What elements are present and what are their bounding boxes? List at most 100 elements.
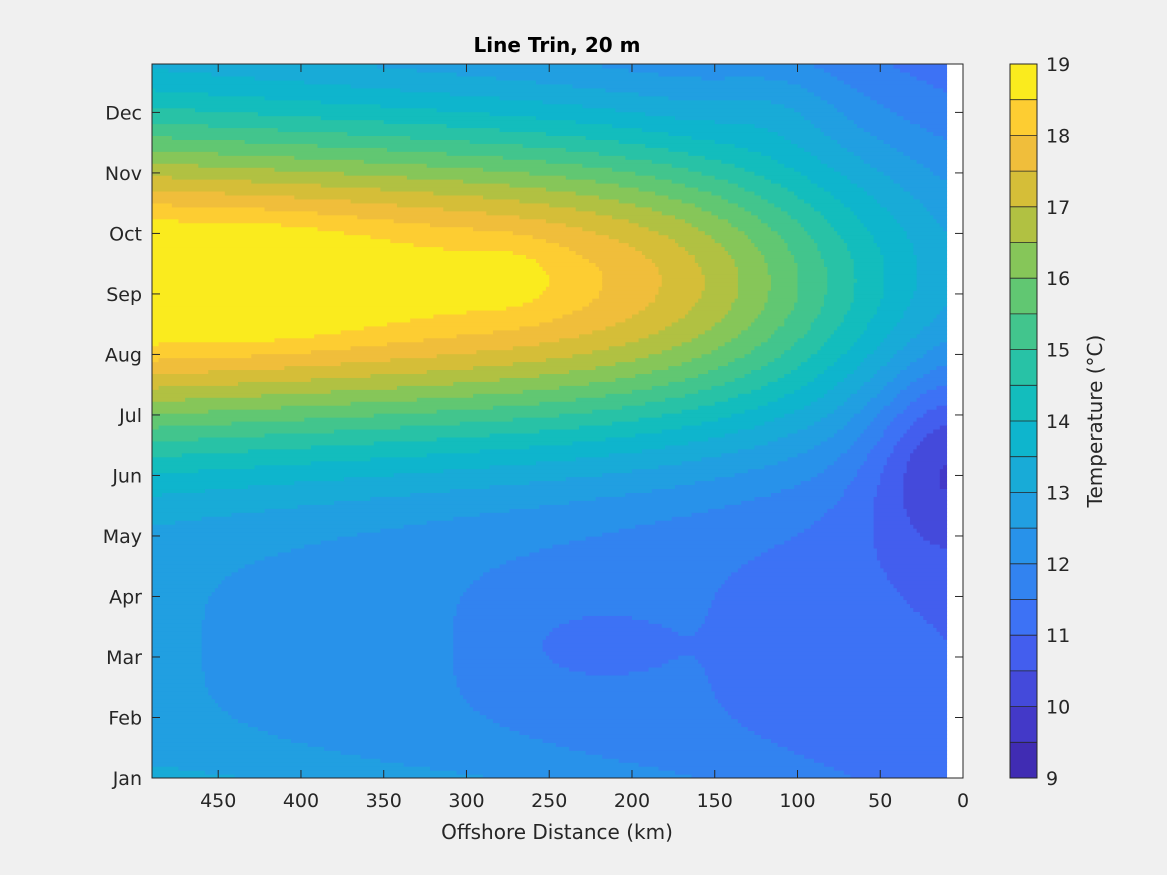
contour-cell — [910, 337, 948, 343]
contour-cell — [711, 385, 762, 390]
contour-cell — [797, 266, 828, 271]
contour-cell — [727, 575, 888, 581]
contour-cell — [906, 464, 944, 470]
colorbar-band — [1010, 670, 1037, 707]
contour-cell — [906, 599, 948, 605]
contour-cell — [661, 623, 703, 628]
contour-cell — [595, 262, 656, 267]
contour-cell — [817, 313, 845, 319]
contour-cell — [612, 214, 676, 220]
contour-cell — [569, 619, 650, 624]
contour-cell — [453, 639, 544, 644]
contour-cell — [767, 361, 802, 367]
contour-cell — [797, 294, 825, 299]
contour-cell — [853, 266, 885, 271]
contour-cell — [814, 91, 865, 97]
contour-cell — [661, 282, 706, 287]
contour-cell — [780, 234, 812, 240]
colorbar-tick-label: 14 — [1046, 411, 1070, 433]
contour-cell — [152, 393, 262, 398]
contour-cell — [688, 151, 762, 156]
contour-cell — [880, 365, 908, 371]
contour-cell — [658, 266, 703, 271]
contour-cell — [863, 222, 901, 228]
contour-cell — [152, 603, 206, 609]
contour-cell — [823, 468, 858, 474]
contour-cell — [876, 484, 905, 490]
contour-cell — [661, 428, 739, 434]
contour-cell — [310, 460, 537, 466]
contour-cell — [810, 202, 845, 208]
contour-cell — [896, 413, 924, 418]
contour-cell — [152, 571, 233, 577]
contour-cell — [896, 393, 921, 398]
contour-cell — [724, 579, 891, 585]
contour-cell — [827, 290, 855, 295]
contour-cell — [830, 135, 878, 140]
contour-cell — [847, 421, 871, 426]
contour-cell — [933, 317, 948, 323]
contour-cell — [913, 448, 948, 454]
contour-cell — [774, 202, 812, 208]
contour-cell — [880, 246, 914, 252]
contour-cell — [873, 540, 931, 545]
contour-cell — [790, 139, 838, 144]
contour-cell — [857, 87, 944, 93]
contour-cell — [681, 460, 779, 466]
contour-cell — [704, 329, 742, 335]
contour-cell — [764, 254, 795, 259]
contour-cell — [575, 250, 643, 255]
contour-cell — [754, 424, 809, 430]
contour-cell — [744, 230, 779, 236]
contour-cell — [152, 64, 378, 69]
contour-cell — [771, 282, 799, 287]
contour-cell — [304, 417, 514, 422]
contour-cell — [453, 651, 547, 656]
contour-cell — [916, 274, 948, 279]
contour-cell — [152, 230, 345, 236]
contour-cell — [850, 393, 878, 398]
contour-cell — [939, 476, 948, 482]
contour-cell — [625, 155, 706, 160]
contour-cell — [896, 111, 948, 117]
contour-cell — [499, 563, 742, 569]
contour-cell — [857, 389, 881, 394]
contour-cell — [916, 258, 948, 263]
contour-cell — [453, 619, 570, 624]
contour-cell — [823, 762, 948, 767]
contour-cell — [152, 305, 507, 311]
contour-cell — [814, 758, 948, 763]
contour-cell — [701, 206, 746, 212]
contour-cell — [152, 357, 160, 363]
contour-cell — [714, 694, 948, 700]
contour-cell — [886, 206, 928, 212]
contour-cell — [661, 413, 732, 418]
contour-cell — [744, 409, 795, 414]
contour-cell — [542, 266, 600, 271]
contour-cell — [152, 555, 266, 561]
contour-cell — [943, 305, 948, 311]
contour-cell — [152, 222, 282, 228]
contour-cell — [572, 83, 802, 89]
contour-cell — [608, 234, 669, 240]
contour-cell — [549, 278, 603, 283]
contour-cell — [883, 103, 948, 109]
contour-cell — [204, 678, 458, 684]
contour-cell — [661, 662, 703, 668]
contour-cell — [539, 341, 626, 347]
contour-cell — [843, 238, 875, 244]
contour-cell — [360, 754, 603, 759]
colorbar-band — [1010, 706, 1037, 743]
contour-cell — [880, 302, 911, 307]
contour-cell — [334, 500, 570, 505]
contour-cell — [691, 222, 732, 228]
contour-cell — [933, 214, 948, 220]
contour-cell — [820, 516, 875, 521]
contour-cell — [761, 365, 799, 371]
contour-cell — [833, 194, 875, 200]
contour-cell — [152, 353, 252, 359]
contour-cell — [873, 524, 914, 529]
contour-cell — [916, 528, 948, 533]
contour-cell — [900, 591, 948, 597]
contour-cell — [152, 579, 223, 585]
